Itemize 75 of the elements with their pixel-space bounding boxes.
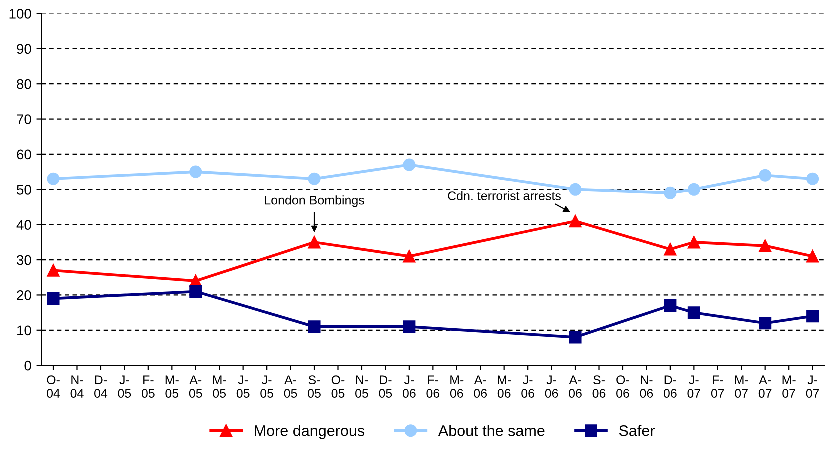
x-tick-label: M- 06 xyxy=(450,376,464,398)
point xyxy=(403,320,416,334)
x-tick-label: F- 07 xyxy=(711,376,724,398)
y-tick-label: 100 xyxy=(10,9,32,19)
x-tick-label: F- 05 xyxy=(142,376,155,398)
point xyxy=(308,236,321,249)
x-tick-label: A- 07 xyxy=(758,376,772,398)
y-tick-label: 60 xyxy=(17,150,32,160)
point xyxy=(403,158,416,172)
annotation: London Bombings xyxy=(265,196,364,208)
y-tick-label: 0 xyxy=(24,360,32,371)
x-tick-label: J- 06 xyxy=(402,376,416,398)
x-tick-label: O- 04 xyxy=(47,376,60,398)
x-tick-label: J- 05 xyxy=(260,376,274,398)
x-tick-label: O- 06 xyxy=(616,376,630,398)
point xyxy=(569,331,582,344)
x-tick-label: M- 06 xyxy=(498,376,512,398)
x-tick-label: J- 05 xyxy=(118,376,132,398)
x-tick-label: F- 06 xyxy=(426,376,440,398)
y-tick-label: 90 xyxy=(17,44,32,54)
x-tick-label: M- 05 xyxy=(166,376,179,398)
y-tick-label: 30 xyxy=(17,255,32,266)
x-tick-label: D- 04 xyxy=(94,376,108,398)
y-tick-label: 10 xyxy=(18,326,32,336)
legend-label: About the same xyxy=(438,425,545,436)
point xyxy=(569,215,582,228)
point xyxy=(190,166,202,178)
annotation: Cdn. terrorist arrests xyxy=(448,191,561,200)
point xyxy=(190,285,202,298)
x-tick-label: A- 05 xyxy=(284,376,298,398)
x-tick-label: A- 06 xyxy=(474,376,488,398)
x-tick-label: M- 07 xyxy=(735,376,748,398)
x-tick-label: O- 05 xyxy=(332,376,345,398)
point xyxy=(664,243,677,256)
y-tick-label: 40 xyxy=(16,220,32,230)
y-tick-label: 20 xyxy=(17,290,32,300)
x-tick-label: S- 05 xyxy=(308,376,321,398)
point xyxy=(688,236,700,249)
x-tick-label: J- 06 xyxy=(522,376,534,398)
x-tick-label: N- 06 xyxy=(640,376,654,398)
point xyxy=(47,172,60,186)
point xyxy=(308,320,321,334)
legend-label: Safer xyxy=(619,425,656,436)
y-tick-label: 50 xyxy=(17,184,32,195)
point xyxy=(806,250,820,263)
point xyxy=(403,250,416,263)
x-tick-label: M- 05 xyxy=(213,376,226,398)
y-tick-label: 80 xyxy=(17,79,32,90)
x-tick-label: J- 07 xyxy=(688,376,700,398)
x-tick-label: N- 05 xyxy=(356,376,368,398)
point xyxy=(806,310,820,323)
x-tick-label: J- 05 xyxy=(236,376,250,398)
x-tick-label: N- 04 xyxy=(70,376,84,398)
x-tick-label: S- 06 xyxy=(592,376,606,398)
point xyxy=(664,300,677,312)
point xyxy=(688,183,700,196)
x-tick-label: J- 07 xyxy=(806,376,820,398)
point xyxy=(308,172,321,186)
y-tick-label: 70 xyxy=(17,114,32,124)
legend-label: More dangerous xyxy=(255,425,365,440)
point xyxy=(688,306,700,320)
point xyxy=(759,317,772,330)
point xyxy=(47,292,60,305)
point xyxy=(664,186,677,200)
point xyxy=(47,264,60,277)
point xyxy=(759,169,772,182)
x-tick-label: A- 06 xyxy=(569,376,582,398)
x-tick-label: D- 06 xyxy=(664,376,677,398)
x-tick-label: A- 05 xyxy=(189,376,202,398)
x-tick-label: D- 05 xyxy=(379,376,392,398)
point xyxy=(806,172,820,186)
point xyxy=(569,183,582,196)
point xyxy=(759,240,772,252)
x-tick-label: M- 07 xyxy=(782,376,796,398)
x-tick-label: J- 06 xyxy=(545,376,558,398)
